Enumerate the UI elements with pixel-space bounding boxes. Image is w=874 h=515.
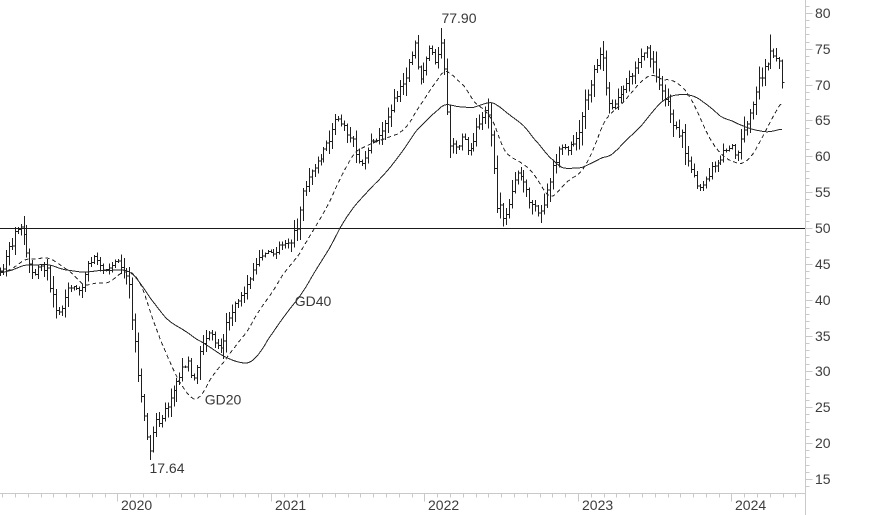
x-axis-year-label: 2020: [121, 497, 152, 513]
annotations: 77.90 17.64 GD40 GD20: [149, 10, 476, 476]
annotation-low-17-64: 17.64: [149, 460, 184, 476]
ohlc-bar-path: [0, 28, 785, 460]
y-axis-label: 45: [815, 256, 831, 272]
y-axis-label: 80: [815, 5, 831, 21]
y-axis-label: 35: [815, 328, 831, 344]
ohlc-bars: [0, 28, 785, 460]
x-axis-year-label: 2024: [735, 497, 766, 513]
gd20-line: [0, 70, 783, 400]
gd20-path: [0, 70, 783, 400]
gd40-path: [0, 93, 783, 364]
y-axis-label: 30: [815, 363, 831, 379]
gd40-line: [0, 93, 783, 364]
y-axis-label: 70: [815, 77, 831, 93]
y-axis-label: 15: [815, 471, 831, 487]
x-axis-year-label: 2022: [428, 497, 459, 513]
y-axis-label: 75: [815, 41, 831, 57]
y-axis-label: 55: [815, 184, 831, 200]
annotation-high-77-90: 77.90: [441, 10, 476, 26]
annotation-gd40-label: GD40: [295, 293, 332, 309]
y-axis-label: 25: [815, 399, 831, 415]
annotation-gd20-label: GD20: [205, 392, 242, 408]
y-axis-label: 60: [815, 148, 831, 164]
x-axis-year-label: 2021: [275, 497, 306, 513]
x-axis-year-label: 2023: [582, 497, 613, 513]
y-axis-label: 50: [815, 220, 831, 236]
y-axis-label: 40: [815, 292, 831, 308]
axes: 15 20 25 30 35 40 45 50 55 60 65 70 75 80 2020 2021 2022…: [0, 0, 831, 515]
y-axis-label: 20: [815, 435, 831, 451]
y-axis-label: 65: [815, 112, 831, 128]
